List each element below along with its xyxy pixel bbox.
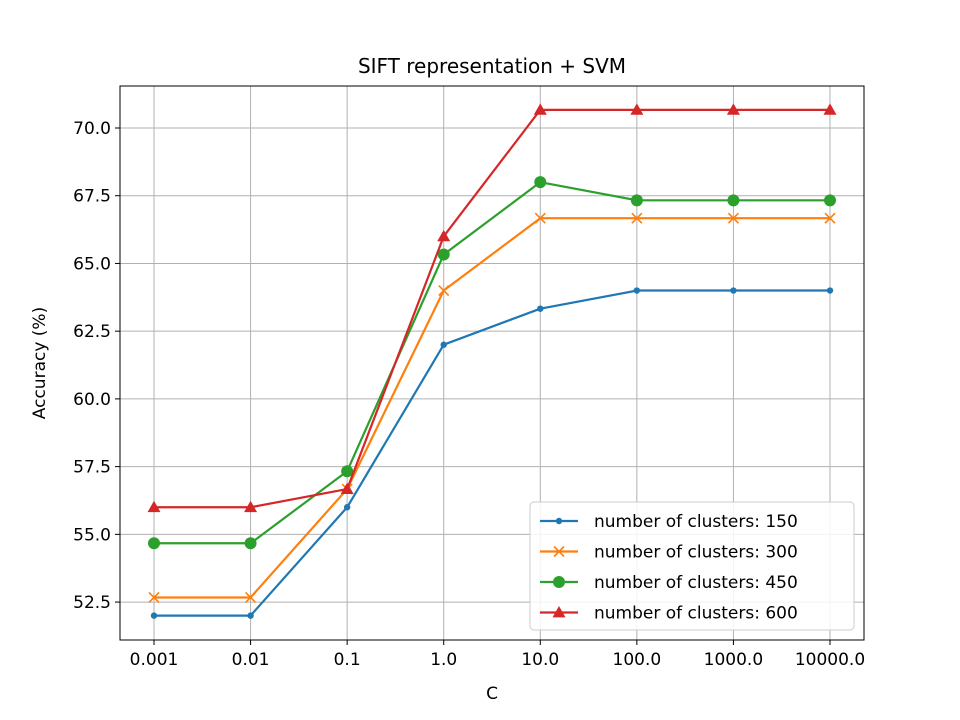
series-2	[148, 176, 836, 550]
x-tick-label: 100.0	[613, 650, 662, 670]
y-tick-label: 55.0	[73, 525, 111, 545]
legend-label: number of clusters: 300	[594, 543, 798, 563]
x-tick-label: 0.001	[130, 650, 179, 670]
data-point	[343, 504, 351, 511]
x-tick-label: 10000.0	[795, 650, 865, 670]
legend-marker	[553, 545, 565, 558]
data-point	[826, 287, 834, 294]
x-tick-label: 0.01	[232, 650, 270, 670]
legend-label: number of clusters: 600	[594, 604, 798, 624]
x-tick-label: 0.1	[334, 650, 361, 670]
y-tick-label: 57.5	[73, 458, 111, 478]
legend-entry-2: number of clusters: 450	[540, 573, 798, 593]
data-point	[534, 212, 546, 224]
legend-entry-3: number of clusters: 600	[540, 604, 798, 624]
data-point	[440, 341, 447, 348]
grid	[120, 86, 864, 640]
series-1	[148, 212, 836, 604]
data-point	[727, 194, 740, 207]
data-point	[147, 500, 161, 513]
series-0	[150, 287, 834, 619]
data-point	[245, 591, 257, 604]
legend-label: number of clusters: 450	[594, 573, 798, 593]
data-point	[824, 194, 836, 207]
x-axis-label: C	[486, 684, 498, 704]
legend: number of clusters: 150 number of cluster…	[529, 501, 855, 631]
data-point	[727, 212, 739, 224]
data-point	[150, 612, 158, 619]
series-line	[154, 181, 830, 545]
data-point	[148, 537, 160, 550]
x-marker-stroke	[727, 212, 739, 224]
y-tick-label: 62.5	[73, 322, 111, 342]
data-point	[534, 176, 547, 189]
y-axis-ticks: 52.5 55.0 57.5 60.0 62.5 65.0 67.5 70.0	[73, 119, 120, 613]
x-marker-stroke	[245, 591, 257, 604]
series-line	[154, 108, 830, 509]
x-marker-stroke	[534, 212, 546, 224]
legend-marker	[552, 606, 566, 618]
x-marker-stroke	[824, 212, 836, 224]
plot-frame	[119, 85, 865, 641]
y-tick-label: 65.0	[73, 254, 111, 274]
y-tick-label: 60.0	[73, 390, 111, 410]
data-point	[148, 591, 160, 604]
series-3	[147, 103, 837, 513]
y-tick-label: 52.5	[73, 593, 111, 613]
chart-title: SIFT representation + SVM	[358, 54, 626, 78]
data-point	[533, 103, 547, 115]
x-marker-stroke	[553, 545, 565, 558]
data-point	[633, 287, 641, 294]
series-group	[147, 103, 837, 619]
data-point	[824, 212, 836, 224]
x-tick-label: 10.0	[521, 650, 559, 670]
data-point	[537, 305, 544, 312]
x-tick-label: 1000.0	[704, 650, 763, 670]
legend-entry-0: number of clusters: 150	[540, 512, 798, 532]
data-point	[438, 284, 450, 297]
x-marker-stroke	[148, 591, 160, 604]
legend-label: number of clusters: 150	[594, 512, 798, 532]
x-marker-stroke	[631, 212, 643, 224]
data-point	[244, 500, 258, 513]
y-axis-label: Accuracy (%)	[30, 307, 50, 419]
legend-entry-1: number of clusters: 300	[540, 543, 798, 563]
data-point	[730, 287, 737, 294]
series-line	[154, 289, 830, 617]
series-line	[154, 217, 830, 599]
data-point	[340, 482, 354, 494]
data-point	[244, 537, 257, 550]
legend-box	[529, 501, 855, 631]
x-marker-stroke	[438, 284, 450, 297]
data-point	[823, 103, 837, 115]
data-point	[726, 103, 740, 115]
legend-marker	[553, 576, 565, 588]
data-point	[437, 229, 451, 242]
data-point	[631, 212, 643, 224]
x-axis-ticks: 0.001 0.01 0.1 1.0 10.0 100.0 1000.0 10000.0	[130, 640, 865, 670]
data-point	[630, 103, 644, 115]
y-tick-label: 67.5	[73, 187, 111, 207]
data-point	[247, 612, 254, 619]
data-point	[341, 465, 354, 478]
legend-marker	[555, 517, 563, 525]
data-point	[437, 248, 450, 261]
x-tick-label: 1.0	[430, 650, 457, 670]
data-point	[630, 194, 643, 207]
y-tick-label: 70.0	[73, 119, 111, 139]
